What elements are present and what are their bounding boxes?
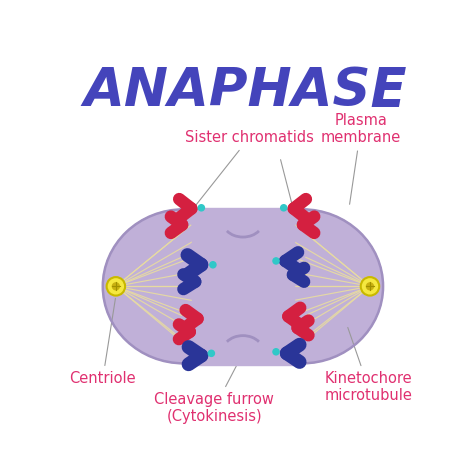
Bar [191,208,294,365]
Text: Centriole: Centriole [70,298,136,386]
Circle shape [112,283,119,290]
Circle shape [198,205,204,211]
Text: Kinetochore
microtubule: Kinetochore microtubule [325,328,412,403]
Circle shape [208,350,214,356]
Ellipse shape [103,210,264,364]
Circle shape [273,349,279,355]
Circle shape [281,205,287,211]
Circle shape [273,258,279,264]
Circle shape [107,277,125,296]
Circle shape [361,277,379,296]
Text: Sister chromatids: Sister chromatids [185,130,313,209]
Circle shape [366,283,374,290]
Text: ANAPHASE: ANAPHASE [83,64,407,117]
Circle shape [210,262,216,268]
Text: Cleavage furrow
(Cytokinesis): Cleavage furrow (Cytokinesis) [155,356,274,424]
Ellipse shape [221,210,383,364]
Text: Plasma
membrane: Plasma membrane [320,113,401,204]
Bar [183,210,302,364]
